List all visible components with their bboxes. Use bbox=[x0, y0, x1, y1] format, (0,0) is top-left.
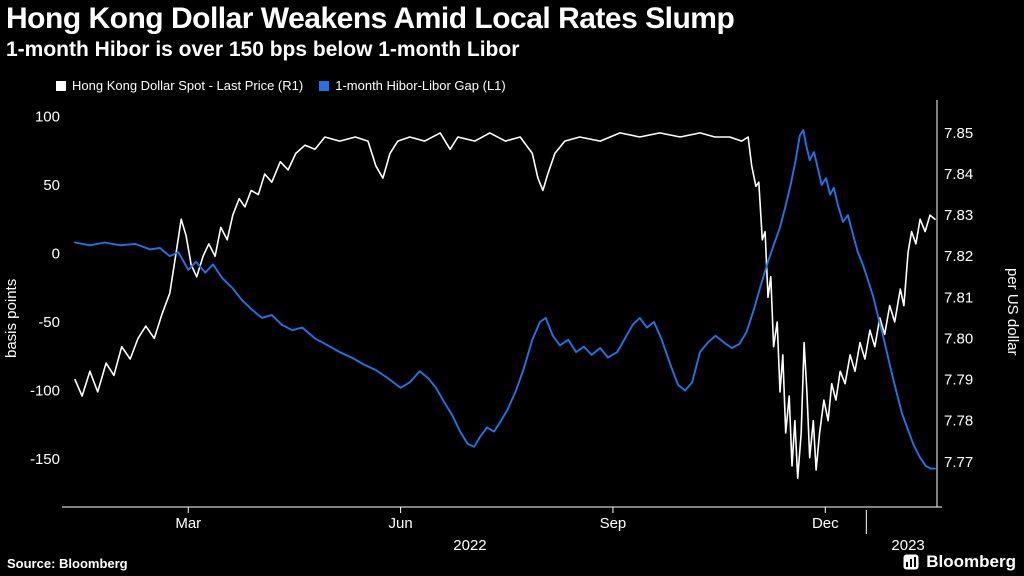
chart-legend: Hong Kong Dollar Spot - Last Price (R1) … bbox=[56, 78, 506, 93]
svg-text:2023: 2023 bbox=[891, 537, 924, 554]
svg-text:7.82: 7.82 bbox=[944, 248, 973, 265]
svg-text:7.84: 7.84 bbox=[944, 166, 973, 183]
svg-text:Sep: Sep bbox=[600, 515, 627, 532]
svg-text:7.85: 7.85 bbox=[944, 125, 973, 142]
svg-text:-50: -50 bbox=[38, 314, 60, 331]
bloomberg-logo: Bloomberg bbox=[903, 552, 1016, 572]
svg-text:Dec: Dec bbox=[812, 515, 839, 532]
svg-text:7.80: 7.80 bbox=[944, 330, 973, 347]
chart-subtitle: 1-month Hibor is over 150 bps below 1-mo… bbox=[6, 38, 520, 61]
legend-item-hibor-libor-gap: 1-month Hibor-Libor Gap (L1) bbox=[319, 78, 506, 93]
svg-text:0: 0 bbox=[52, 245, 60, 262]
bloomberg-logo-icon bbox=[903, 554, 919, 570]
legend-swatch-0 bbox=[56, 80, 66, 91]
legend-label-hkd-spot: Hong Kong Dollar Spot - Last Price (R1) bbox=[72, 78, 304, 93]
svg-text:2022: 2022 bbox=[453, 537, 486, 554]
svg-text:100: 100 bbox=[35, 108, 60, 125]
svg-text:Jun: Jun bbox=[389, 515, 413, 532]
svg-text:7.77: 7.77 bbox=[944, 454, 973, 471]
svg-text:7.79: 7.79 bbox=[944, 372, 973, 389]
svg-text:Mar: Mar bbox=[175, 515, 201, 532]
legend-swatch-1 bbox=[319, 80, 330, 91]
bloomberg-logo-text: Bloomberg bbox=[926, 552, 1016, 571]
svg-text:-150: -150 bbox=[30, 451, 60, 468]
svg-text:7.81: 7.81 bbox=[944, 289, 973, 306]
legend-item-hkd-spot: Hong Kong Dollar Spot - Last Price (R1) bbox=[56, 78, 303, 93]
svg-text:7.78: 7.78 bbox=[944, 413, 973, 430]
svg-text:50: 50 bbox=[43, 177, 60, 194]
page-title: Hong Kong Dollar Weakens Amid Local Rate… bbox=[6, 2, 735, 35]
right-axis-title: per US dollar bbox=[1004, 268, 1021, 356]
svg-text:7.83: 7.83 bbox=[944, 207, 973, 224]
legend-label-hibor-libor-gap: 1-month Hibor-Libor Gap (L1) bbox=[335, 78, 506, 93]
source-text: Source: Bloomberg bbox=[7, 556, 128, 571]
svg-text:-100: -100 bbox=[30, 383, 60, 400]
